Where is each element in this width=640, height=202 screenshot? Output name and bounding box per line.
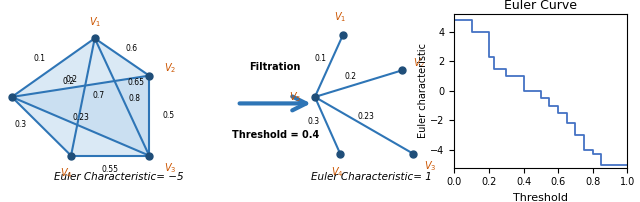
Text: Threshold = 0.4: Threshold = 0.4 — [232, 130, 319, 140]
Polygon shape — [71, 38, 149, 156]
Text: 0.1: 0.1 — [33, 54, 45, 63]
Text: 0.55: 0.55 — [102, 165, 118, 174]
Text: 0.2: 0.2 — [65, 75, 77, 84]
Text: 0.65: 0.65 — [127, 78, 144, 87]
Text: $V_3$: $V_3$ — [164, 161, 177, 175]
Text: 0.3: 0.3 — [307, 117, 319, 126]
Y-axis label: Euler characteristic: Euler characteristic — [417, 43, 428, 138]
Title: Euler Curve: Euler Curve — [504, 0, 577, 12]
Text: $V_1$: $V_1$ — [88, 15, 101, 29]
Text: $V_2$: $V_2$ — [413, 56, 425, 70]
Text: 0.2: 0.2 — [63, 77, 75, 86]
Text: $V_4$: $V_4$ — [331, 165, 344, 179]
Text: Filtration: Filtration — [250, 62, 301, 72]
Text: $V_4$: $V_4$ — [60, 166, 72, 180]
Text: $V_5$: $V_5$ — [289, 90, 301, 104]
Polygon shape — [95, 38, 149, 156]
Text: 0.23: 0.23 — [357, 112, 374, 121]
Text: 0.7: 0.7 — [92, 91, 104, 100]
Text: 0.1: 0.1 — [314, 54, 326, 63]
Text: 0.6: 0.6 — [125, 44, 138, 53]
Text: Euler Characteristic= 1: Euler Characteristic= 1 — [311, 172, 431, 182]
Text: $V_1$: $V_1$ — [334, 10, 346, 24]
Text: 0.5: 0.5 — [162, 111, 174, 120]
Text: $V_3$: $V_3$ — [424, 159, 436, 173]
Text: 0.2: 0.2 — [344, 72, 356, 81]
Text: 0.3: 0.3 — [14, 120, 26, 129]
X-axis label: Threshold: Threshold — [513, 193, 568, 202]
Polygon shape — [12, 38, 95, 156]
Text: Euler Characteristic= −5: Euler Characteristic= −5 — [54, 172, 183, 182]
Text: 0.8: 0.8 — [129, 94, 141, 103]
Text: 0.23: 0.23 — [72, 113, 89, 122]
Text: $V_2$: $V_2$ — [164, 62, 177, 75]
Polygon shape — [12, 76, 149, 156]
